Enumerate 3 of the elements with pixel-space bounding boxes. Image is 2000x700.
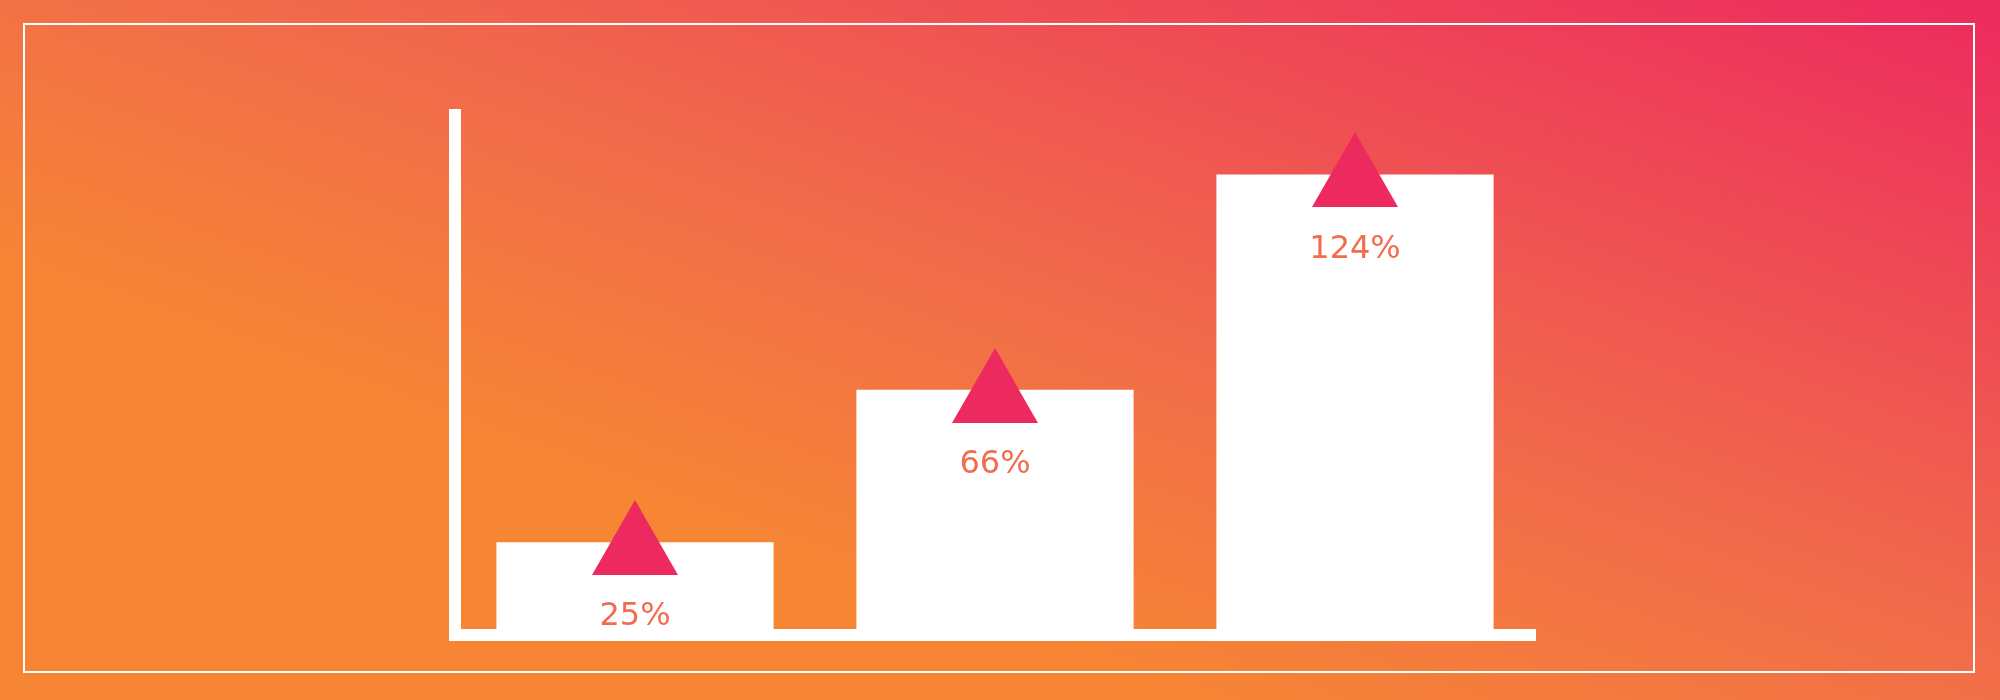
data-label: 66% bbox=[959, 443, 1031, 482]
data-label: 25% bbox=[599, 595, 671, 634]
data-label: 124% bbox=[1309, 227, 1401, 266]
